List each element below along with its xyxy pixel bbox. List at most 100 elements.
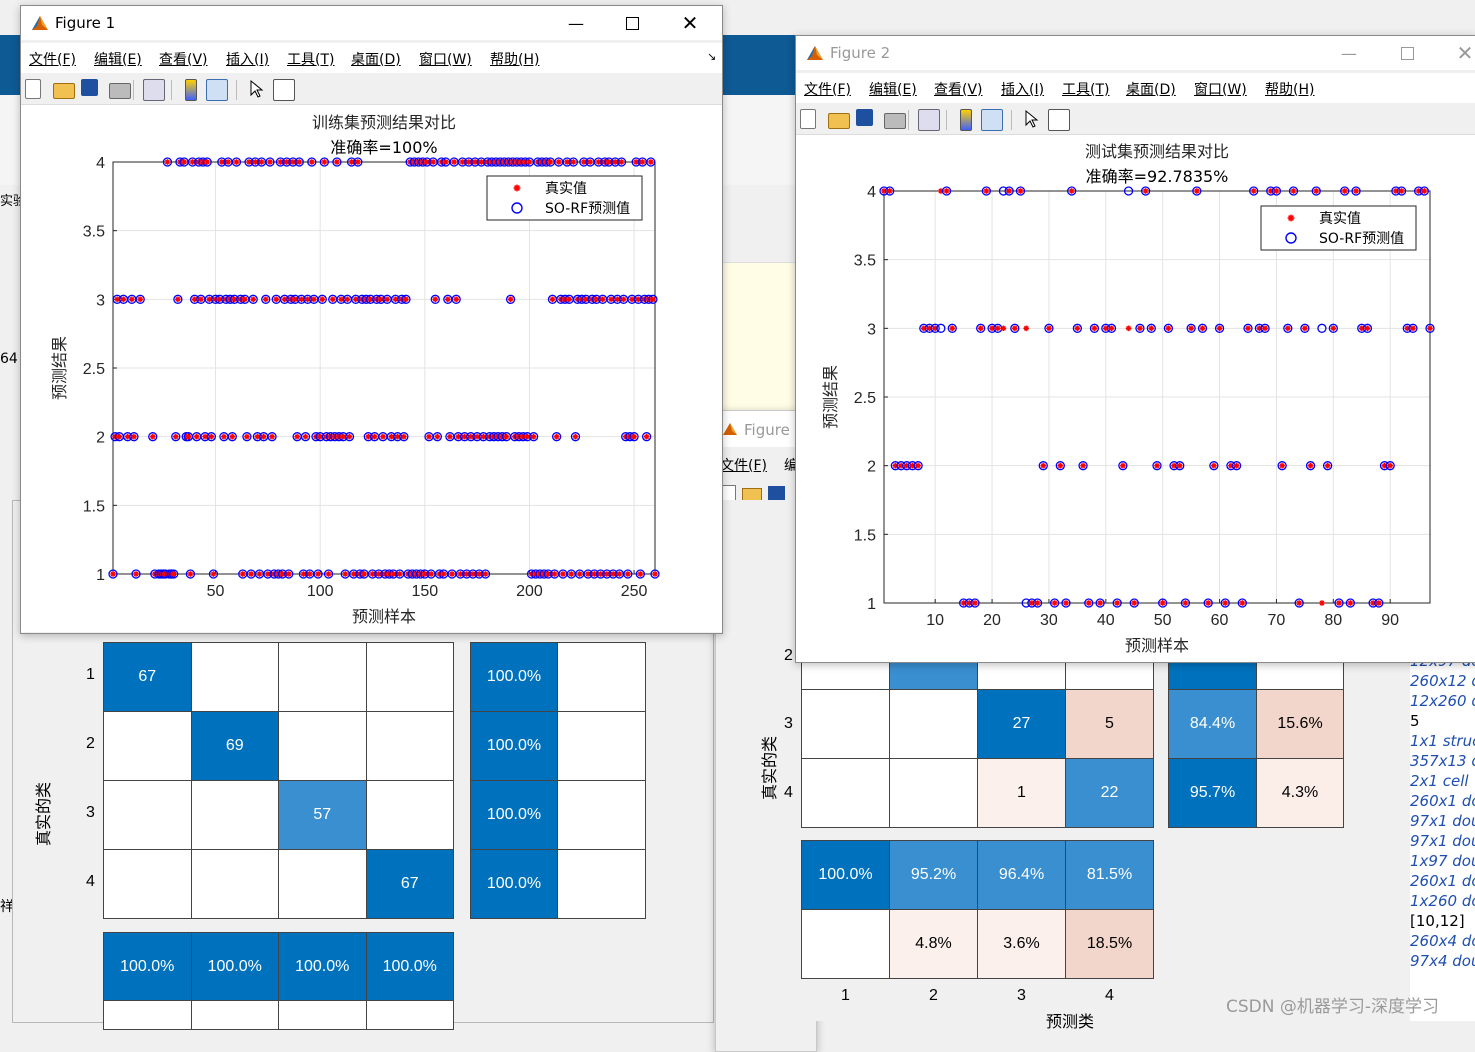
workspace-value[interactable]: 1x97 dou bbox=[1410, 852, 1475, 870]
link-plot-icon[interactable] bbox=[143, 79, 165, 101]
menu-item-0[interactable]: 文件(F) bbox=[29, 52, 76, 68]
legend-label-true: 真实值 bbox=[545, 181, 587, 197]
data-point bbox=[941, 186, 952, 196]
menu-item-3[interactable]: 插入(I) bbox=[226, 52, 270, 68]
data-point bbox=[650, 569, 660, 579]
colorbar-icon[interactable] bbox=[185, 79, 197, 101]
close-button[interactable]: ✕ bbox=[681, 11, 699, 35]
y-tick-label: 2 bbox=[96, 430, 105, 447]
menu-item-7[interactable]: 帮助(H) bbox=[1265, 82, 1315, 98]
figure2-plot: 10 20 30 40 50 60 70 80 90 1 1.5 2 2.5 3 3.5 4 测试集预测结果对比… bbox=[821, 142, 1435, 655]
predicted-value-marker bbox=[1277, 461, 1287, 471]
row-summary-cell: 100.0% bbox=[470, 780, 558, 850]
maximize-button[interactable] bbox=[1384, 40, 1430, 66]
true-value-marker bbox=[1376, 600, 1382, 606]
predicted-value-marker bbox=[941, 186, 952, 196]
figure2-window[interactable]: Figure 2 — ✕ 文件(F) 编辑(E) 查看(V) 插入(I) 工具(T) 桌面… bbox=[795, 35, 1475, 663]
legend-icon[interactable] bbox=[206, 79, 228, 101]
workspace-value[interactable]: [10,12] bbox=[1410, 912, 1465, 930]
maximize-button[interactable] bbox=[609, 10, 655, 36]
y-tick-label: 3 bbox=[867, 321, 876, 338]
workspace-value[interactable]: 260x1 do bbox=[1410, 872, 1475, 890]
minimize-button[interactable]: — bbox=[568, 13, 584, 33]
menu-item-1[interactable]: 编辑(E) bbox=[94, 52, 142, 68]
workspace-value[interactable]: 1x260 do bbox=[1410, 892, 1475, 910]
menu-item-6[interactable]: 窗口(W) bbox=[1194, 82, 1247, 98]
data-point bbox=[1152, 461, 1162, 471]
workspace-value[interactable]: 260x12 d bbox=[1410, 672, 1475, 690]
print-icon[interactable] bbox=[884, 113, 906, 129]
property-inspector-icon[interactable] bbox=[273, 79, 295, 101]
menu-item-6[interactable]: 窗口(W) bbox=[419, 52, 472, 68]
legend[interactable]: 真实值 SO-RF预测值 bbox=[486, 175, 643, 221]
workspace-value[interactable]: 357x13 d bbox=[1410, 752, 1475, 770]
figure1-titlebar[interactable]: Figure 1 — ✕ bbox=[21, 6, 722, 40]
workspace-value[interactable]: 1x1 struc bbox=[1410, 732, 1475, 750]
colorbar-icon[interactable] bbox=[960, 109, 972, 131]
menu-item-0[interactable]: 文件(F) bbox=[804, 82, 851, 98]
matrix-cell bbox=[365, 780, 454, 850]
link-plot-icon[interactable] bbox=[918, 109, 940, 131]
workspace-value[interactable]: 97x1 dou bbox=[1410, 832, 1475, 850]
data-point bbox=[1305, 461, 1316, 471]
workspace-value[interactable]: 2x1 cell bbox=[1410, 772, 1469, 790]
workspace-value[interactable]: 260x4 do bbox=[1410, 932, 1475, 950]
true-value-marker bbox=[462, 434, 468, 440]
new-figure-icon[interactable] bbox=[800, 109, 816, 129]
data-point bbox=[208, 569, 219, 579]
figure-back-menu-file[interactable]: 文件(F) bbox=[720, 458, 767, 474]
workspace-value[interactable]: 5 bbox=[1410, 712, 1420, 730]
menu-item-1[interactable]: 编辑(E) bbox=[869, 82, 917, 98]
menu-item-4[interactable]: 工具(T) bbox=[287, 52, 335, 68]
true-value-marker bbox=[376, 571, 382, 577]
open-file-icon[interactable] bbox=[828, 113, 850, 129]
menu-item-5[interactable]: 桌面(D) bbox=[1126, 82, 1176, 98]
save-icon[interactable] bbox=[856, 109, 873, 126]
pointer-icon[interactable] bbox=[246, 79, 266, 99]
new-figure-icon[interactable] bbox=[25, 79, 41, 99]
workspace-value[interactable]: 260x1 do bbox=[1410, 792, 1475, 810]
y-tick-label: 2 bbox=[867, 459, 876, 476]
menu-item-3[interactable]: 插入(I) bbox=[1001, 82, 1045, 98]
y-tick-label: 1.5 bbox=[83, 498, 105, 515]
figure1-window[interactable]: Figure 1 — ✕ 文件(F) 编辑(E) 查看(V) 插入(I) 工具(T) 桌面… bbox=[20, 5, 723, 634]
predicted-value-marker bbox=[1158, 598, 1168, 608]
menu-item-5[interactable]: 桌面(D) bbox=[351, 52, 401, 68]
pointer-icon[interactable] bbox=[1021, 109, 1041, 129]
col-label: 2 bbox=[929, 987, 938, 1004]
row-label: 4 bbox=[86, 873, 95, 890]
predicted-value-marker bbox=[1288, 186, 1299, 196]
true-value-marker bbox=[198, 296, 204, 302]
data-point bbox=[1237, 598, 1247, 608]
legend[interactable]: 真实值 SO-RF预测值 bbox=[1260, 205, 1417, 251]
figure-back-menu-edit[interactable]: 编 bbox=[784, 458, 798, 474]
matlab-logo-icon bbox=[31, 14, 49, 32]
true-value-marker bbox=[330, 296, 336, 302]
print-icon[interactable] bbox=[109, 83, 131, 99]
minimize-button[interactable]: — bbox=[1341, 43, 1357, 63]
left-edge-text-1: 实验 bbox=[0, 194, 27, 209]
menu-item-7[interactable]: 帮助(H) bbox=[490, 52, 540, 68]
workspace-value[interactable]: 97x4 dou bbox=[1410, 952, 1475, 970]
legend-icon[interactable] bbox=[981, 109, 1003, 131]
predicted-value-marker bbox=[267, 432, 277, 442]
data-point bbox=[1015, 186, 1026, 196]
figure2-titlebar[interactable]: Figure 2 — ✕ bbox=[796, 36, 1475, 70]
menu-item-4[interactable]: 工具(T) bbox=[1062, 82, 1110, 98]
data-point bbox=[1158, 598, 1168, 608]
true-value-marker bbox=[380, 434, 386, 440]
property-inspector-icon[interactable] bbox=[1048, 109, 1070, 131]
true-value-marker bbox=[150, 434, 156, 440]
save-icon[interactable] bbox=[81, 79, 98, 96]
true-value-marker bbox=[639, 159, 645, 165]
workspace-value[interactable]: 12x260 d bbox=[1410, 692, 1475, 710]
left-edge-text-3: 祥 bbox=[0, 899, 14, 915]
menu-item-2[interactable]: 查看(V) bbox=[934, 82, 983, 98]
undock-arrow-icon[interactable]: ↘ bbox=[707, 50, 717, 63]
true-value-marker bbox=[1200, 325, 1205, 331]
open-file-icon[interactable] bbox=[53, 83, 75, 99]
close-button[interactable]: ✕ bbox=[1456, 41, 1474, 65]
data-point bbox=[459, 432, 470, 442]
menu-item-2[interactable]: 查看(V) bbox=[159, 52, 208, 68]
workspace-value[interactable]: 97x1 dou bbox=[1410, 812, 1475, 830]
